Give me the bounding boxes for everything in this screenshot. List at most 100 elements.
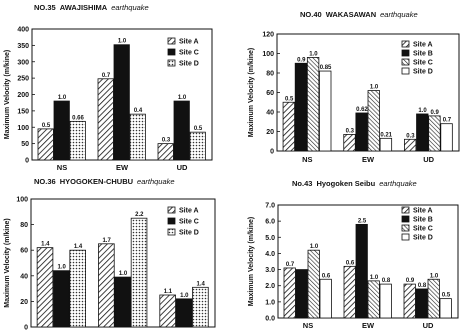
- bar-data-label: 1.0: [118, 39, 127, 45]
- legend-swatch-site-d: [401, 67, 410, 75]
- bar-site-b: [355, 223, 368, 319]
- bar-site-c: [114, 276, 131, 328]
- y-tick-label: 20: [266, 129, 274, 136]
- legend-label: Site C: [413, 60, 433, 67]
- bar-data-label: 1.0: [178, 95, 187, 101]
- y-axis-label: Maximum Velocity (m/kine): [4, 218, 11, 307]
- y-tick-label: 400: [17, 27, 29, 34]
- bar-site-d: [189, 131, 206, 161]
- y-tick-label: 80: [266, 71, 274, 78]
- title-name: HYOGOKEN-CHUBU: [60, 177, 133, 186]
- y-tick-label: 0: [270, 149, 274, 156]
- chart-legend: Site A Site B Site C Site D: [401, 206, 433, 242]
- bar-data-label: 0.21: [380, 132, 392, 138]
- bar-site-a: [403, 138, 417, 152]
- title-suffix: earthquake: [111, 3, 149, 12]
- bar-data-label: 0.8: [382, 278, 391, 284]
- x-category-label: NS: [302, 155, 312, 164]
- title-number: NO.36: [34, 177, 56, 186]
- legend-swatch-site-d: [167, 59, 176, 67]
- title-name: Hyogoken Seibu: [316, 179, 375, 188]
- title-name: WAKASAWAN: [326, 10, 376, 19]
- bar-data-label: 0.6: [322, 273, 331, 279]
- bar-data-label: 0.7: [443, 118, 452, 124]
- legend-swatch-site-c: [401, 58, 410, 66]
- bar-data-label: 2.2: [135, 212, 144, 218]
- bar-data-label: 0.3: [162, 138, 171, 144]
- y-axis-label: Maximum Velocity (m/kine): [248, 48, 255, 137]
- chart-title: NO.35 AWAJISHIMA earthquake: [34, 3, 149, 12]
- y-tick-label: 100: [16, 197, 28, 204]
- y-tick-label: 80: [20, 222, 28, 229]
- legend-swatch-site-d: [167, 228, 176, 236]
- bar-data-label: 0.4: [134, 108, 143, 114]
- y-tick-label: 0: [24, 325, 28, 332]
- x-category-label: NS: [57, 163, 67, 172]
- y-tick-label: 0: [25, 158, 29, 165]
- chart-legend: Site A Site C Site D: [167, 206, 199, 237]
- y-tick-label: 40: [20, 273, 28, 280]
- legend-label: Site C: [179, 50, 199, 57]
- bar-site-d: [440, 123, 453, 152]
- legend-label: Site D: [413, 235, 433, 242]
- bar-data-label: 1.0: [370, 275, 379, 281]
- y-tick-label: 3.0: [265, 267, 275, 274]
- charts-root: NO.35 AWAJISHIMA earthquake Maximum Velocit…: [4, 3, 460, 332]
- legend-label: Site D: [179, 61, 199, 68]
- bar-data-label: 1.0: [119, 271, 128, 277]
- bar-data-label: 0.5: [442, 293, 451, 299]
- bar-site-a: [282, 101, 296, 152]
- legend-swatch-site-a: [401, 40, 410, 48]
- legend-swatch-site-b: [401, 215, 410, 223]
- bar-site-c: [53, 270, 70, 328]
- legend-label: Site C: [179, 219, 199, 226]
- bar-site-a: [157, 143, 174, 161]
- x-category-label: UD: [423, 321, 434, 330]
- chart-legend: Site A Site C Site D: [167, 37, 199, 68]
- chart-legend: Site A Site B Site C Site D: [401, 40, 433, 76]
- bar-site-b: [295, 269, 308, 319]
- bar-site-a: [36, 247, 54, 328]
- bar-data-label: 2.5: [358, 218, 367, 224]
- legend-label: Site A: [413, 208, 433, 215]
- bar-data-label: 0.7: [102, 73, 111, 79]
- legend-swatch-site-a: [401, 206, 410, 214]
- bar-site-c: [427, 278, 440, 319]
- x-category-label: NS: [303, 321, 313, 330]
- bar-site-d: [69, 120, 86, 161]
- y-tick-label: 200: [17, 92, 29, 99]
- title-number: NO.35: [34, 3, 56, 12]
- bar-site-a: [98, 243, 115, 328]
- bar-site-c: [367, 90, 380, 152]
- y-tick-label: 150: [17, 108, 29, 115]
- bar-data-label: 1.1: [164, 289, 173, 295]
- y-tick-label: 60: [20, 248, 28, 255]
- bar-site-c: [53, 100, 70, 161]
- bar-data-label: 1.0: [58, 95, 67, 101]
- bar-site-c: [428, 115, 441, 152]
- chart-panel-4: No.43 Hyogoken Seibu earthquake Maximum Vel…: [248, 179, 459, 330]
- bar-site-a: [343, 265, 356, 319]
- bar-site-d: [130, 217, 148, 328]
- y-tick-label: 100: [262, 51, 274, 58]
- bar-site-d: [129, 113, 146, 161]
- y-tick-label: 20: [20, 299, 28, 306]
- y-tick-label: 1.0: [265, 299, 275, 306]
- bar-site-b: [416, 113, 429, 152]
- title-suffix: earthquake: [380, 10, 418, 19]
- legend-swatch-site-a: [167, 37, 176, 45]
- y-tick-label: 60: [266, 90, 274, 97]
- legend-label: Site B: [413, 217, 433, 224]
- title-suffix: earthquake: [137, 177, 175, 186]
- y-tick-label: 120: [262, 32, 274, 39]
- x-category-label: EW: [362, 321, 375, 330]
- legend-label: Site C: [413, 226, 433, 233]
- bar-site-d: [319, 278, 332, 319]
- bar-data-label: 0.62: [356, 107, 368, 113]
- bar-data-label: 1.4: [197, 281, 206, 287]
- chart-panel-1: NO.35 AWAJISHIMA earthquake Maximum Velocit…: [4, 3, 213, 172]
- chart-title: NO.40 WAKASAWAN earthquake: [300, 10, 418, 19]
- bar-site-a: [403, 283, 416, 319]
- bar-data-label: 1.0: [418, 108, 427, 114]
